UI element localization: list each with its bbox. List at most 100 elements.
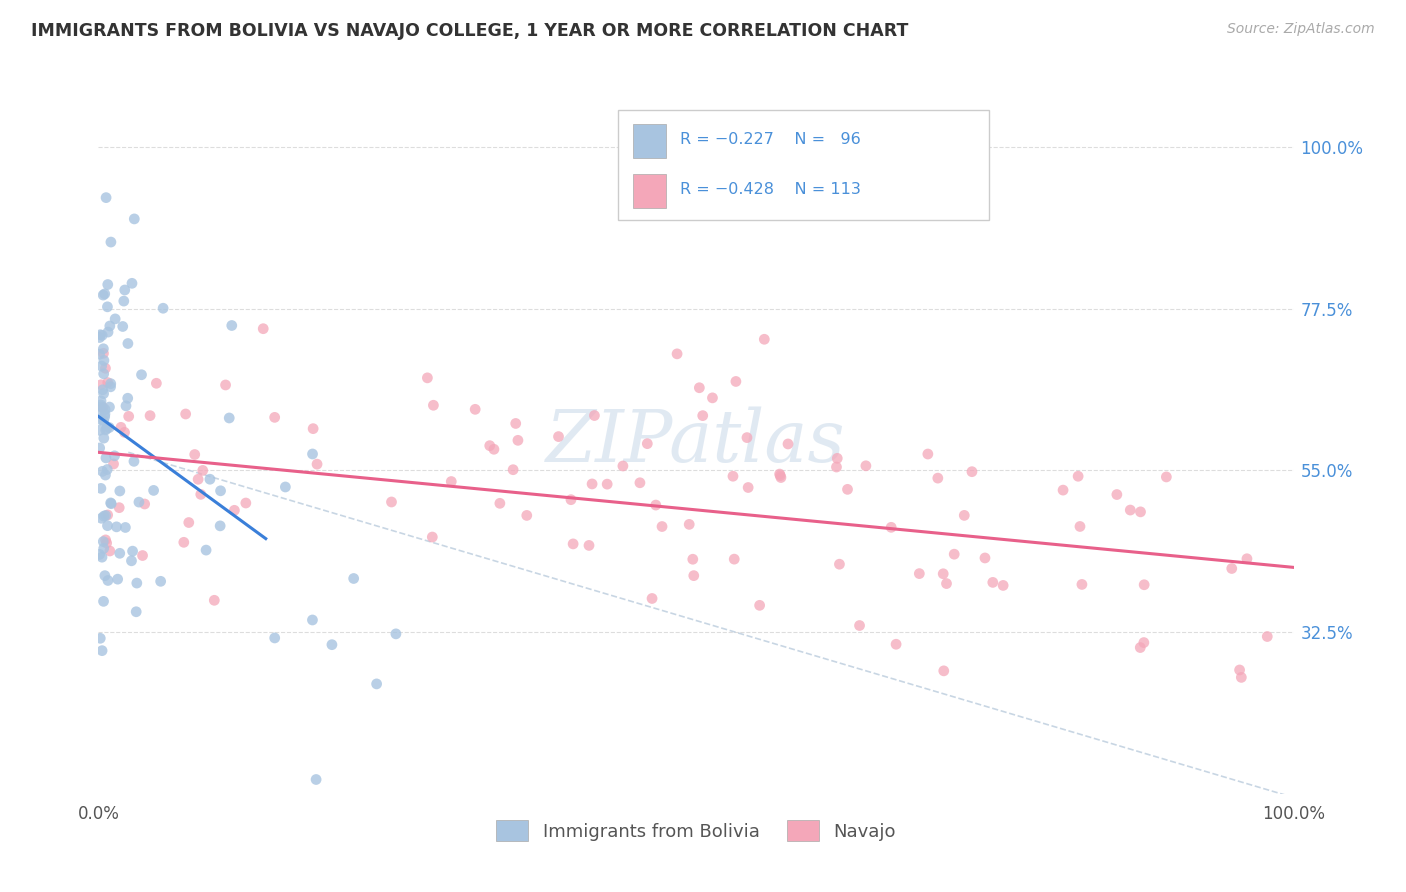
Point — [131, 368, 153, 382]
Point — [134, 497, 156, 511]
Point — [1156, 470, 1178, 484]
Point — [96, 300, 118, 314]
Point — [735, 431, 758, 445]
Point — [464, 402, 486, 417]
Point — [97, 508, 120, 522]
Point — [103, 457, 125, 471]
Point — [235, 496, 257, 510]
Point — [94, 533, 117, 547]
Point — [628, 475, 651, 490]
Text: ZIPatlas: ZIPatlas — [546, 406, 846, 477]
Point — [121, 277, 143, 291]
Point — [221, 318, 243, 333]
Point — [482, 442, 505, 457]
Point — [769, 470, 792, 484]
Point — [94, 361, 117, 376]
Point — [93, 541, 115, 556]
Point — [139, 409, 162, 423]
Point — [90, 511, 112, 525]
Point — [1052, 483, 1074, 497]
Point — [105, 520, 128, 534]
Point — [93, 367, 115, 381]
Point — [666, 347, 689, 361]
Point — [91, 534, 114, 549]
Point — [100, 380, 122, 394]
Point — [636, 436, 658, 450]
Point — [90, 400, 112, 414]
Point — [93, 346, 115, 360]
Point — [173, 535, 195, 549]
Point — [121, 544, 143, 558]
Point — [578, 538, 600, 552]
Point — [177, 516, 200, 530]
Point — [93, 409, 115, 424]
Point — [89, 548, 111, 562]
Point — [776, 437, 799, 451]
Point — [114, 520, 136, 534]
Point — [737, 481, 759, 495]
Point — [981, 575, 1004, 590]
Point — [224, 503, 246, 517]
Point — [103, 449, 125, 463]
Point — [641, 591, 664, 606]
Point — [93, 286, 115, 301]
Point — [91, 401, 114, 415]
Point — [112, 294, 135, 309]
Point — [131, 549, 153, 563]
Point — [98, 420, 121, 434]
Point — [149, 574, 172, 589]
Point — [93, 414, 115, 428]
Point — [1129, 640, 1152, 655]
Point — [301, 447, 323, 461]
Point — [108, 546, 131, 560]
Point — [723, 552, 745, 566]
Point — [1230, 670, 1253, 684]
Point — [416, 371, 439, 385]
Point — [1229, 663, 1251, 677]
Point — [385, 627, 408, 641]
Point — [91, 288, 114, 302]
Point — [1129, 505, 1152, 519]
Point — [89, 330, 111, 344]
Point — [1236, 551, 1258, 566]
Point — [100, 496, 122, 510]
Point — [202, 593, 225, 607]
Point — [90, 413, 112, 427]
Point — [422, 398, 444, 412]
Point — [343, 572, 366, 586]
Point — [96, 421, 118, 435]
Bar — [633, 174, 666, 208]
Point — [97, 325, 120, 339]
Point — [96, 462, 118, 476]
Point — [94, 450, 117, 465]
Point — [651, 519, 673, 533]
Point — [825, 460, 848, 475]
Text: R = −0.227    N =   96: R = −0.227 N = 96 — [681, 132, 862, 147]
Point — [91, 383, 114, 397]
Point — [380, 495, 402, 509]
Point — [90, 377, 112, 392]
Point — [855, 458, 877, 473]
Point — [93, 386, 115, 401]
Point — [117, 336, 139, 351]
Point — [93, 509, 115, 524]
Point — [93, 431, 115, 445]
Point — [1133, 635, 1156, 649]
Point — [94, 191, 117, 205]
Point — [825, 451, 848, 466]
Point — [142, 483, 165, 498]
Point — [94, 468, 117, 483]
Point — [935, 576, 957, 591]
FancyBboxPatch shape — [619, 111, 988, 219]
Point — [440, 475, 463, 489]
Point — [748, 599, 770, 613]
Point — [94, 407, 117, 421]
Point — [960, 465, 983, 479]
Point — [769, 468, 792, 483]
Point — [100, 235, 122, 249]
Point — [547, 429, 569, 443]
Bar — [633, 124, 666, 158]
Point — [110, 420, 132, 434]
Point — [198, 472, 221, 486]
Point — [128, 495, 150, 509]
